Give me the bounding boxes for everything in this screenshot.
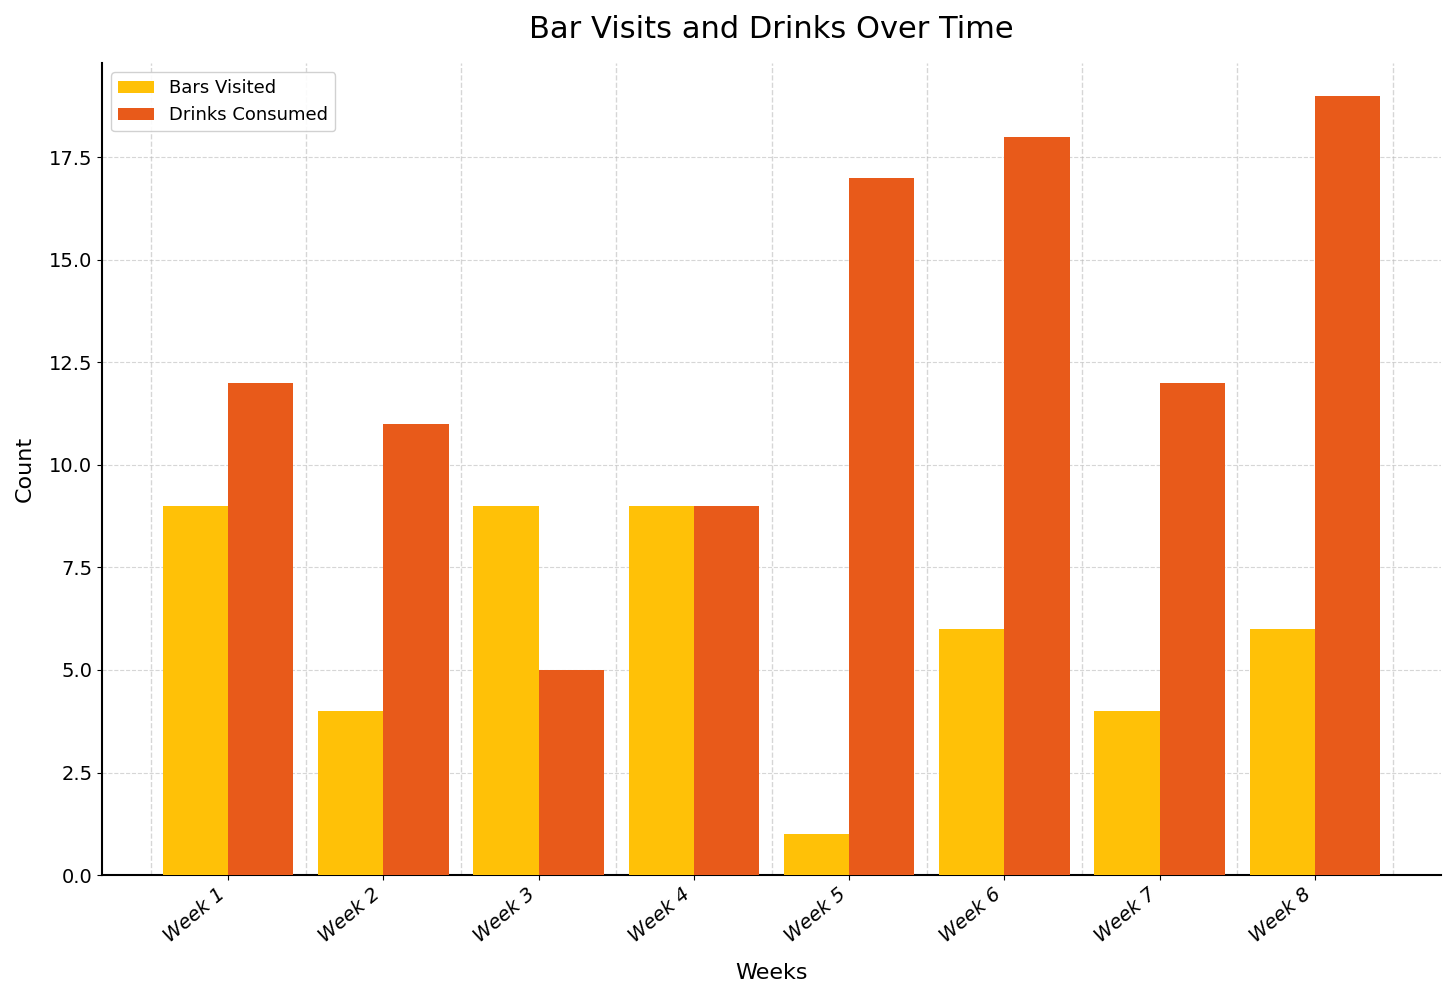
Bar bbox=[629, 506, 695, 875]
Bar bbox=[473, 506, 539, 875]
Bar bbox=[229, 383, 293, 875]
Bar bbox=[539, 670, 604, 875]
Bar bbox=[939, 629, 1005, 875]
Legend: Bars Visited, Drinks Consumed: Bars Visited, Drinks Consumed bbox=[111, 72, 335, 132]
Bar bbox=[1159, 383, 1224, 875]
Bar bbox=[163, 506, 229, 875]
Bar bbox=[695, 506, 759, 875]
Title: Bar Visits and Drinks Over Time: Bar Visits and Drinks Over Time bbox=[529, 15, 1013, 44]
Bar bbox=[783, 834, 849, 875]
Bar bbox=[1315, 96, 1380, 875]
Y-axis label: Count: Count bbox=[15, 436, 35, 502]
Bar bbox=[319, 711, 383, 875]
Bar bbox=[383, 424, 448, 875]
Bar bbox=[1249, 629, 1315, 875]
Bar bbox=[1095, 711, 1159, 875]
Bar bbox=[849, 178, 914, 875]
X-axis label: Weeks: Weeks bbox=[735, 963, 808, 983]
Bar bbox=[1005, 137, 1070, 875]
